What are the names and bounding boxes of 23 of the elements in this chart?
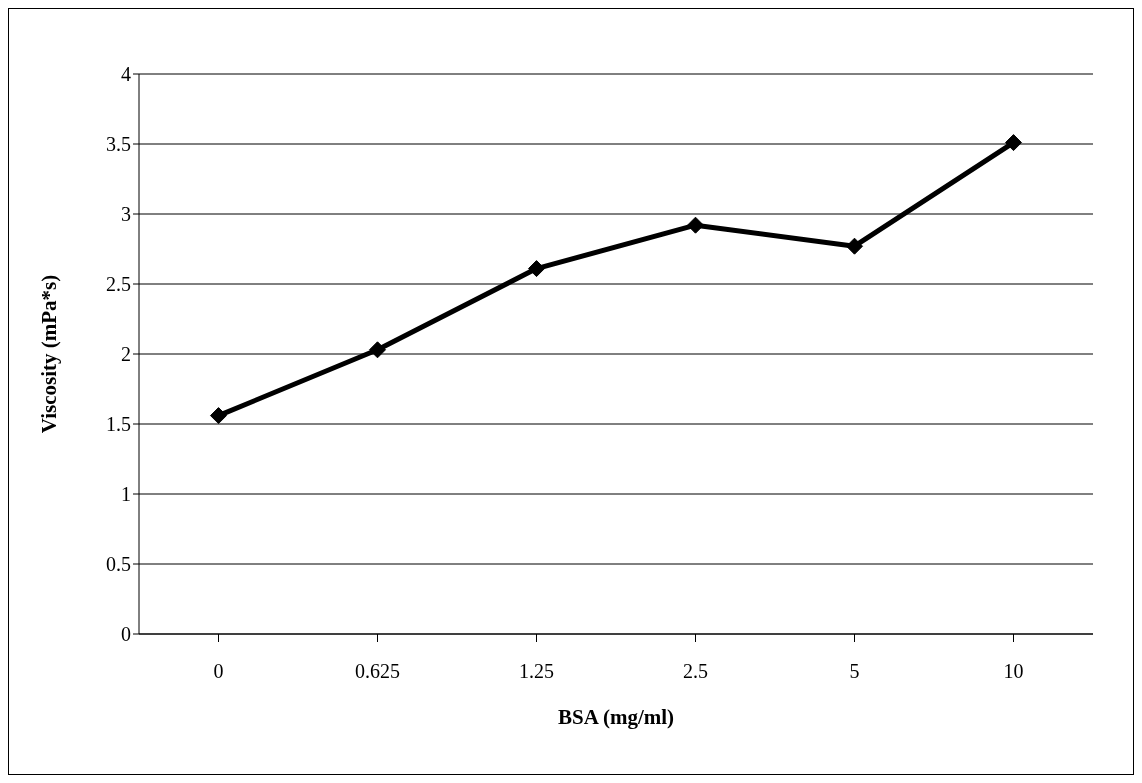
x-tick-label: 5: [849, 660, 860, 683]
y-tick-label: 3: [121, 203, 131, 226]
y-tick-label: 2.5: [106, 273, 131, 296]
point: [687, 216, 704, 234]
point: [846, 237, 863, 255]
y-tick-label: 0: [121, 623, 131, 646]
x-tick-label: 0.625: [355, 660, 400, 683]
y-tick-label: 4: [121, 63, 131, 86]
y-tick-label: 0.5: [106, 553, 131, 576]
y-tick-label: 3.5: [106, 133, 131, 156]
y-tick-label: 1.5: [106, 413, 131, 436]
point: [369, 341, 386, 359]
y-tick-label: 2: [121, 343, 131, 366]
y-tick-label: 1: [121, 483, 131, 506]
y-axis-title: Viscosity (mPa*s): [37, 274, 62, 434]
x-axis-title: BSA (mg/ml): [557, 705, 675, 729]
x-tick-label: 0: [213, 660, 224, 683]
point: [528, 260, 545, 278]
x-tick-label: 2.5: [683, 660, 708, 683]
point: [210, 407, 227, 425]
x-tick-label: 1.25: [519, 660, 554, 683]
point: [1005, 134, 1022, 152]
x-tick-label: 10: [1003, 660, 1024, 683]
